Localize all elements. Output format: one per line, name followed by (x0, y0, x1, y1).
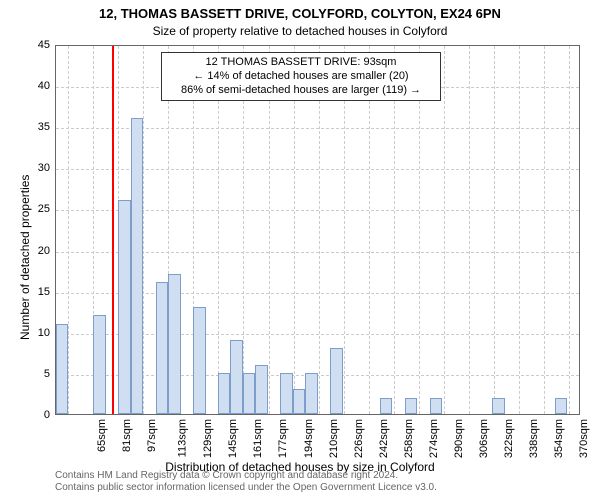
x-tick-label: 65sqm (96, 419, 108, 452)
histogram-bar (293, 389, 305, 414)
footer-line2: Contains public sector information licen… (55, 482, 437, 494)
grid-line-v (143, 46, 144, 414)
histogram-bar (555, 398, 567, 414)
grid-line-v (444, 46, 445, 414)
x-tick-label: 81sqm (121, 419, 133, 452)
x-tick-label: 194sqm (304, 419, 316, 458)
y-axis-label: Number of detached properties (18, 175, 32, 340)
footer-text: Contains HM Land Registry data © Crown c… (55, 470, 437, 494)
chart-title-main: 12, THOMAS BASSETT DRIVE, COLYFORD, COLY… (0, 6, 600, 21)
annotation-line: ← 14% of detached houses are smaller (20… (168, 70, 434, 84)
histogram-bar (280, 373, 292, 414)
x-tick-label: 145sqm (227, 419, 239, 458)
x-tick-label: 161sqm (252, 419, 264, 458)
x-tick-label: 274sqm (428, 419, 440, 458)
histogram-bar (243, 373, 255, 414)
y-tick-label: 15 (10, 286, 50, 298)
y-tick-label: 45 (10, 39, 50, 51)
y-tick-label: 0 (10, 409, 50, 421)
histogram-bar (168, 274, 180, 414)
annotation-line: 12 THOMAS BASSETT DRIVE: 93sqm (168, 56, 434, 70)
histogram-bar (380, 398, 392, 414)
x-tick-label: 258sqm (403, 419, 415, 458)
histogram-bar (405, 398, 417, 414)
histogram-bar (193, 307, 205, 414)
histogram-bar (56, 324, 68, 414)
histogram-bar (93, 315, 105, 414)
histogram-bar (492, 398, 504, 414)
y-tick-label: 10 (10, 327, 50, 339)
x-tick-label: 129sqm (202, 419, 214, 458)
x-tick-label: 290sqm (453, 419, 465, 458)
x-tick-label: 242sqm (378, 419, 390, 458)
y-tick-label: 40 (10, 80, 50, 92)
histogram-bar (430, 398, 442, 414)
x-tick-label: 306sqm (478, 419, 490, 458)
histogram-bar (118, 200, 130, 414)
footer-line1: Contains HM Land Registry data © Crown c… (55, 470, 437, 482)
histogram-bar (218, 373, 230, 414)
y-tick-label: 30 (10, 162, 50, 174)
grid-line-v (544, 46, 545, 414)
x-tick-label: 177sqm (277, 419, 289, 458)
x-tick-label: 322sqm (503, 419, 515, 458)
histogram-bar (131, 118, 143, 414)
plot-area: 12 THOMAS BASSETT DRIVE: 93sqm← 14% of d… (55, 45, 580, 415)
y-tick-label: 35 (10, 121, 50, 133)
reference-line (112, 46, 114, 414)
grid-line-v (469, 46, 470, 414)
histogram-bar (330, 348, 342, 414)
annotation-line: 86% of semi-detached houses are larger (… (168, 84, 434, 98)
grid-line-v (68, 46, 69, 414)
y-tick-label: 5 (10, 368, 50, 380)
grid-line-v (569, 46, 570, 414)
x-tick-label: 226sqm (353, 419, 365, 458)
histogram-bar (230, 340, 242, 414)
x-tick-label: 210sqm (328, 419, 340, 458)
annotation-box: 12 THOMAS BASSETT DRIVE: 93sqm← 14% of d… (161, 52, 441, 101)
x-tick-label: 354sqm (553, 419, 565, 458)
chart-title-sub: Size of property relative to detached ho… (0, 24, 600, 38)
y-tick-label: 25 (10, 203, 50, 215)
chart-container: { "titles": { "main": "12, THOMAS BASSET… (0, 0, 600, 500)
grid-line-v (519, 46, 520, 414)
grid-line-v (494, 46, 495, 414)
x-tick-label: 113sqm (177, 419, 189, 457)
x-tick-label: 97sqm (146, 419, 158, 452)
histogram-bar (305, 373, 317, 414)
x-tick-label: 370sqm (578, 419, 590, 458)
y-tick-label: 20 (10, 245, 50, 257)
histogram-bar (156, 282, 168, 414)
x-tick-label: 338sqm (528, 419, 540, 458)
histogram-bar (255, 365, 267, 414)
